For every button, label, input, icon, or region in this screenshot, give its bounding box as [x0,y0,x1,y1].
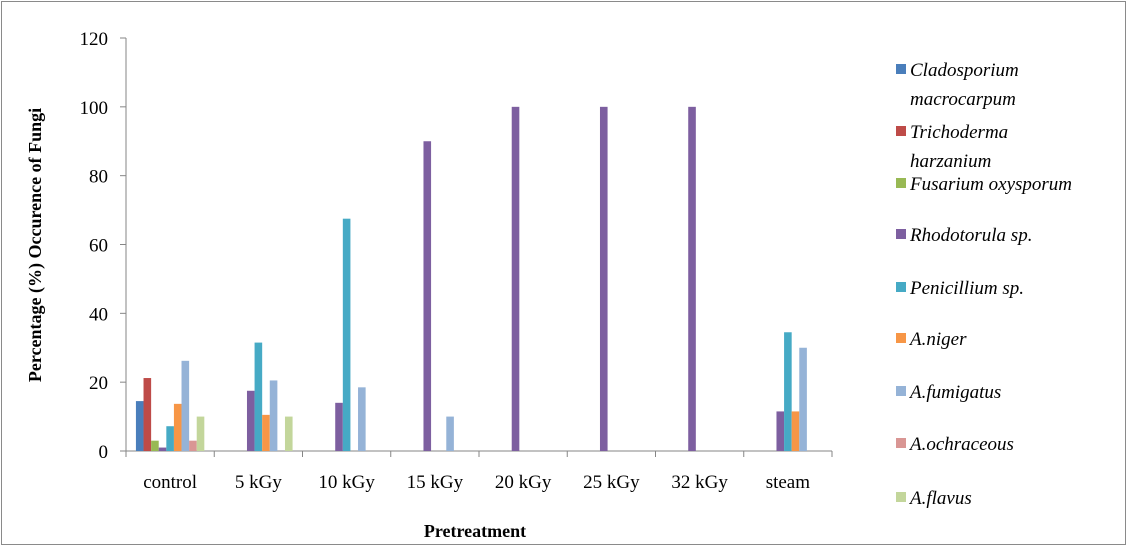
bar [166,426,174,451]
y-tick-label: 120 [80,29,109,50]
y-tick-label: 100 [80,98,109,119]
legend-label: Rhodotorula sp. [909,225,1032,246]
legend-label: A.flavus [908,488,972,509]
bar [423,141,432,451]
bar [511,106,520,451]
y-tick-label: 60 [89,236,108,257]
y-tick-label: 0 [99,442,109,463]
legend-swatch [896,64,906,74]
bar [599,106,608,451]
legend-swatch [896,492,906,502]
bar [158,447,167,451]
legend-label: harzanium [910,151,991,172]
bar [135,401,144,451]
legend-label: macrocarpum [910,89,1016,110]
legend-swatch [896,178,906,188]
bar [254,342,263,451]
legend-swatch [896,333,906,343]
bar [173,403,182,451]
y-tick-label: 20 [89,373,108,394]
x-tick-label: control [143,472,197,493]
legend-swatch [896,386,906,396]
x-tick-label: 20 kGy [495,472,552,493]
bar [688,106,696,451]
bars [135,106,807,451]
bar [143,378,152,451]
bar [799,347,807,451]
y-tick-label: 40 [89,304,108,325]
x-tick-label: 5 kGy [235,472,282,493]
bar [358,387,366,451]
bar [246,390,255,451]
bar [791,411,800,451]
x-axis-title: Pretreatment [424,521,526,541]
y-axis-title: Percentage (%) Occurence of Fungi [25,108,46,382]
x-tick-label: steam [766,472,811,493]
bar [189,440,197,451]
bar [776,411,785,451]
legend-label: Fusarium oxysporum [909,174,1072,195]
x-tick-label: 10 kGy [318,472,375,493]
bar [151,440,159,451]
y-axis: 0 20 40 60 80 100 120 [80,29,127,463]
legend-swatch [896,438,906,448]
x-tick-label: 32 kGy [671,472,728,493]
bar [262,414,270,451]
y-tick-label: 80 [89,167,108,188]
legend-swatch [896,126,906,136]
bar [446,416,454,451]
legend-label: Trichoderma [910,122,1008,143]
legend: Cladosporium macrocarpum Trichoderma harzan… [896,60,1072,509]
x-tick-label: 25 kGy [583,472,640,493]
legend-label: Penicillium sp. [909,278,1024,299]
legend-label: Cladosporium [910,60,1019,81]
bar [181,360,190,451]
x-axis: control 5 kGy 10 kGy 15 kGy 20 kGy 25 kGy 32 k… [125,450,833,493]
bar [196,416,205,451]
legend-label: A.ochraceous [908,434,1014,455]
bar [284,416,293,451]
bar [269,380,278,451]
legend-label: A.fumigatus [908,382,1001,403]
bar [342,218,351,451]
legend-swatch [896,229,906,239]
legend-label: A.niger [908,329,967,350]
x-tick-label: 15 kGy [407,472,464,493]
bar [335,402,343,451]
bar [784,332,792,451]
legend-swatch [896,282,906,292]
